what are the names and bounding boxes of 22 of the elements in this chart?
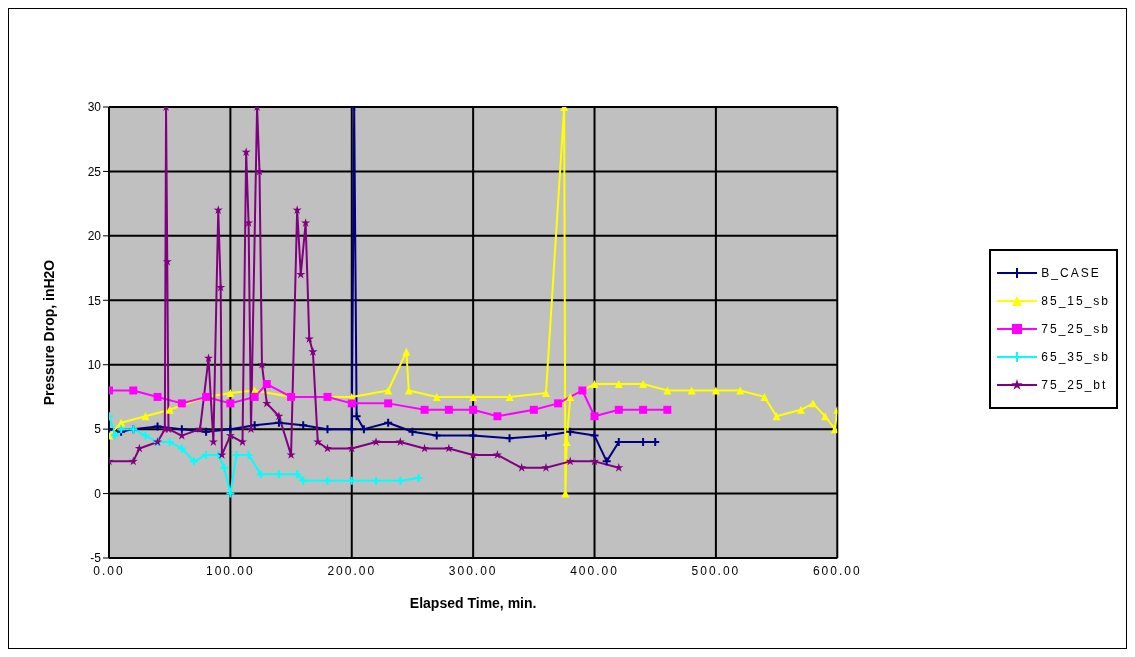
x-tick-label: 0.00 xyxy=(93,563,125,578)
x-tick-label: 500.00 xyxy=(691,563,741,578)
x-tick-label: 400.00 xyxy=(570,563,619,578)
y-tick-label: 0 xyxy=(94,486,102,501)
y-tick-label: 10 xyxy=(87,357,102,372)
x-tick-label: 200.00 xyxy=(327,563,377,578)
x-axis-title: Elapsed Time, min. xyxy=(409,595,537,611)
x-tick-label: 600.00 xyxy=(812,563,862,578)
y-tick-label: 30 xyxy=(87,100,102,115)
legend-label: 85_15_sb xyxy=(1041,293,1110,308)
x-tick-label: 300.00 xyxy=(448,563,498,578)
y-axis-title: Pressure Drop, inH2O xyxy=(40,259,57,406)
legend-label: B_CASE xyxy=(1041,265,1101,280)
y-tick-label: 5 xyxy=(94,422,102,437)
legend-label: 65_35_sb xyxy=(1041,349,1110,364)
y-tick-label: 25 xyxy=(87,164,102,179)
x-tick-label: 100.00 xyxy=(206,563,255,578)
legend-label: 75_25_sb xyxy=(1041,321,1110,336)
y-tick-label: -5 xyxy=(90,551,102,566)
legend-label: 75_25_bt xyxy=(1041,377,1108,392)
y-tick-label: 15 xyxy=(87,293,102,308)
y-tick-label: 20 xyxy=(87,229,102,244)
